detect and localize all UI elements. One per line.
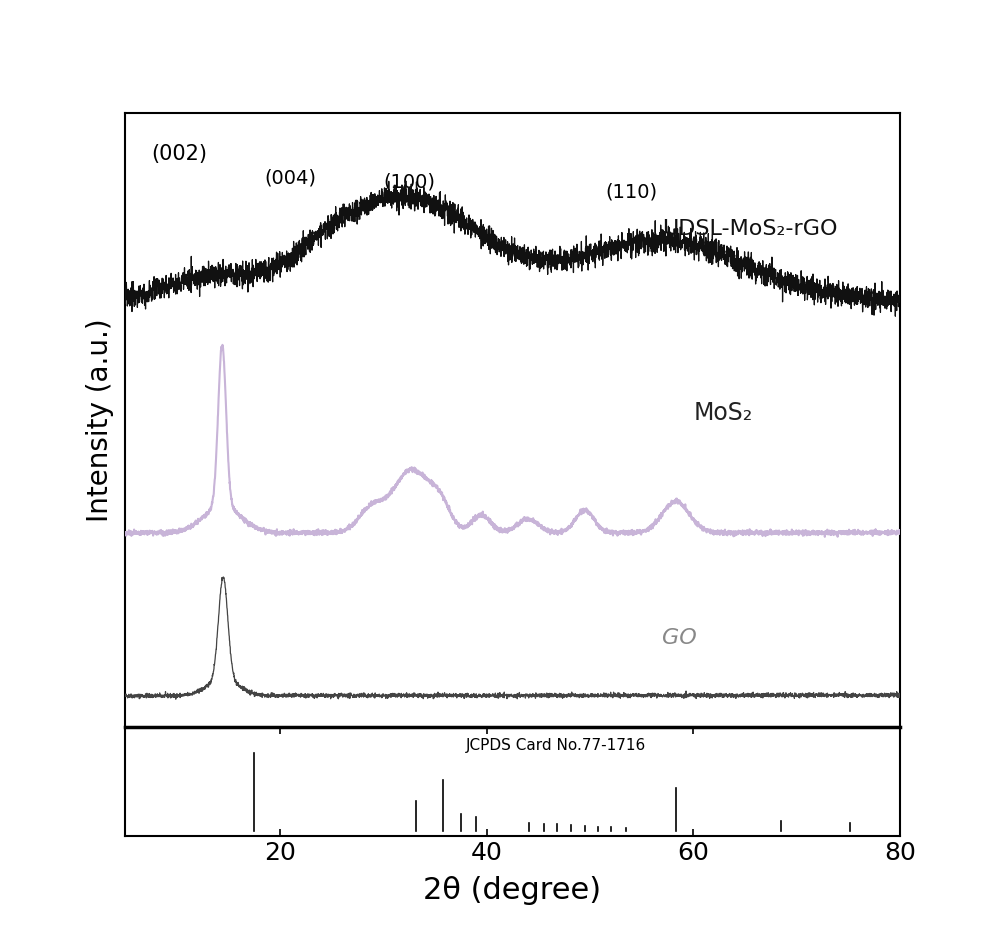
Text: JCPDS Card No.77-1716: JCPDS Card No.77-1716 (466, 738, 646, 753)
Text: (004): (004) (264, 169, 316, 188)
Y-axis label: Intensity (a.u.): Intensity (a.u.) (86, 318, 114, 522)
Text: GO: GO (662, 628, 697, 649)
Text: MoS₂: MoS₂ (693, 401, 753, 425)
Text: (110): (110) (606, 182, 658, 202)
Text: UDSL-MoS₂-rGO: UDSL-MoS₂-rGO (662, 219, 838, 239)
X-axis label: 2θ (degree): 2θ (degree) (423, 876, 602, 904)
Text: (002): (002) (151, 144, 207, 164)
Text: (100): (100) (383, 172, 435, 192)
